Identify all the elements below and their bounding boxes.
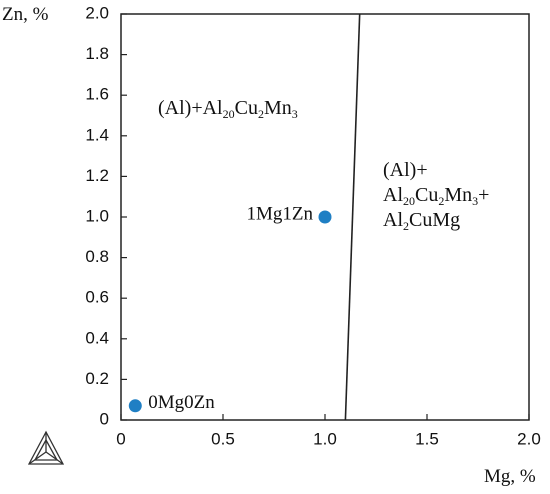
point-label: 0Mg0Zn — [148, 392, 215, 413]
y-tick-label: 1.0 — [85, 206, 109, 225]
text-part: CuMg — [409, 209, 460, 231]
region-label: Al20Cu2Mn3+ — [383, 184, 489, 208]
text-part: (Al)+Al — [158, 97, 223, 119]
subscript: 2 — [258, 107, 264, 121]
x-tick-label: 2.0 — [517, 429, 541, 448]
point-label: 1Mg1Zn — [247, 203, 314, 224]
y-tick-label: 1.6 — [85, 85, 109, 104]
y-tick-label: 1.2 — [85, 166, 109, 185]
x-tick-label: 1.0 — [313, 429, 337, 448]
subscript: 3 — [292, 107, 298, 121]
phase-boundary — [344, 13, 361, 421]
subscript: 3 — [472, 194, 478, 208]
text-part: Al — [383, 184, 403, 206]
region-label: (Al)+ — [383, 159, 428, 181]
subscript: 2 — [438, 194, 444, 208]
text-part: Mn — [444, 184, 472, 206]
subscript: 20 — [223, 107, 235, 121]
region-label: Al2CuMg — [383, 209, 460, 233]
text-part: Cu — [415, 184, 438, 206]
y-tick-label: 2.0 — [85, 3, 109, 22]
y-tick-label: 0.8 — [85, 247, 109, 266]
logo — [27, 430, 65, 465]
subscript: 2 — [403, 219, 409, 233]
data-point — [318, 210, 332, 224]
y-tick-label: 0.4 — [85, 328, 109, 347]
text-part: Al — [383, 209, 403, 231]
y-tick-label: 1.8 — [85, 44, 109, 63]
text-part: Cu — [235, 97, 258, 119]
y-tick-label: 0.2 — [85, 369, 109, 388]
x-tick-label: 0 — [116, 429, 125, 448]
y-tick-label: 0 — [100, 409, 109, 428]
region-label: (Al)+Al20Cu2Mn3 — [158, 97, 298, 121]
x-tick-label: 0.5 — [211, 429, 235, 448]
x-tick-label: 1.5 — [415, 429, 439, 448]
text-part: Mn — [264, 97, 292, 119]
data-point — [128, 399, 142, 413]
x-axis-label: Mg, % — [484, 466, 536, 487]
y-tick-label: 0.6 — [85, 288, 109, 307]
subscript: 20 — [403, 194, 415, 208]
y-tick-label: 1.4 — [85, 125, 109, 144]
text-part: + — [478, 184, 489, 206]
y-axis-label: Zn, % — [2, 4, 49, 25]
text-part: (Al)+ — [383, 159, 428, 181]
